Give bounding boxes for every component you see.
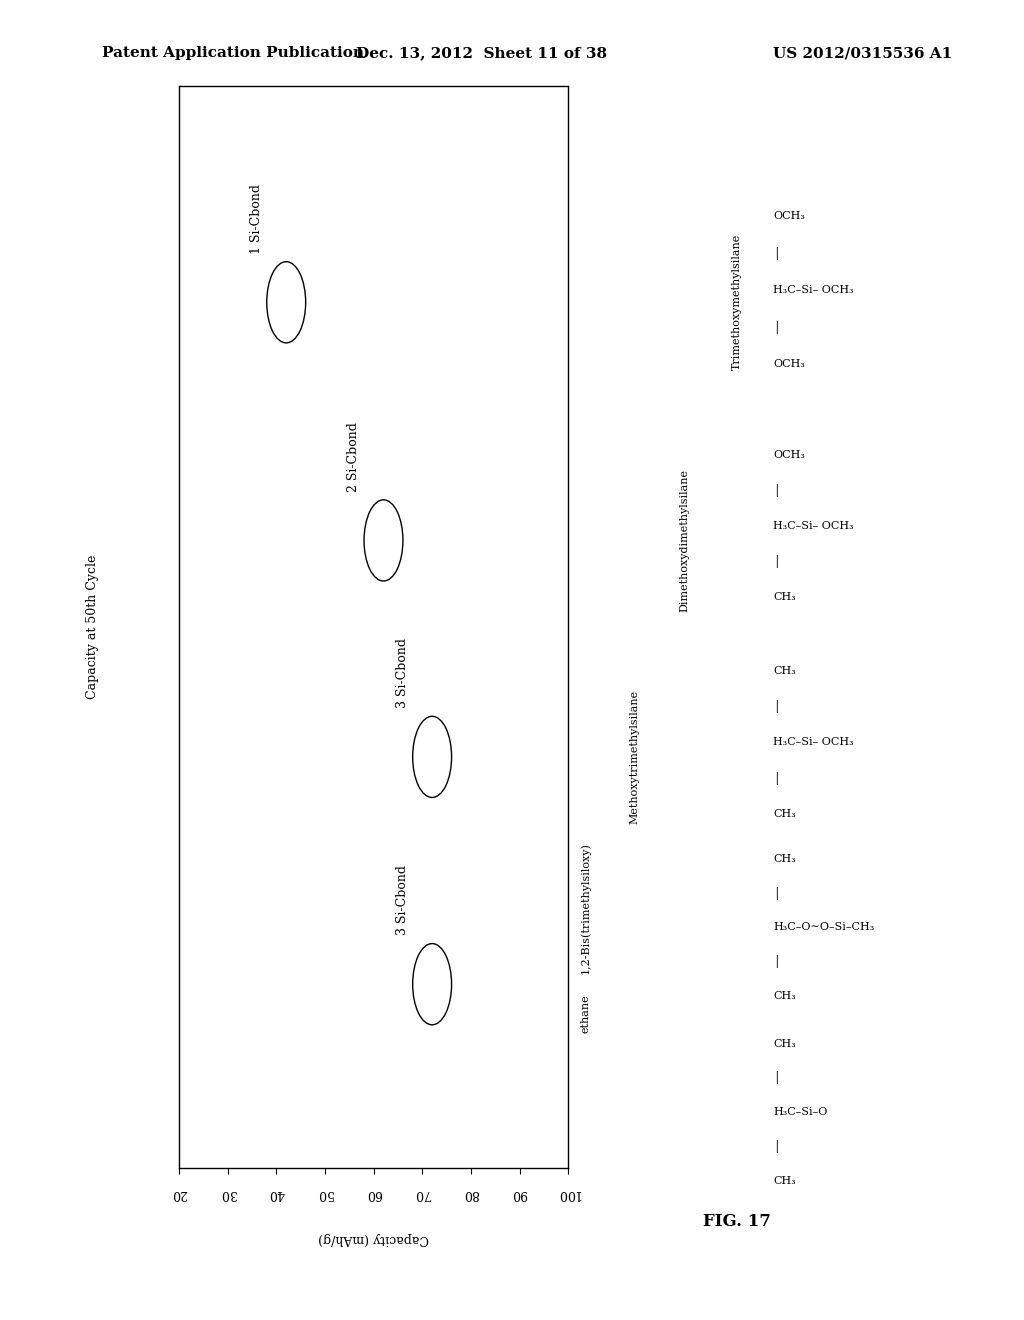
Text: 60: 60 xyxy=(366,1187,382,1200)
Text: H₃C–O∼O–Si–CH₃: H₃C–O∼O–Si–CH₃ xyxy=(773,923,874,932)
Text: Trimethoxymethylsilane: Trimethoxymethylsilane xyxy=(732,234,742,371)
Text: US 2012/0315536 A1: US 2012/0315536 A1 xyxy=(773,46,952,61)
Ellipse shape xyxy=(266,261,305,343)
Text: 3 Si-Cbond: 3 Si-Cbond xyxy=(396,866,409,936)
Text: OCH₃: OCH₃ xyxy=(773,211,805,222)
Text: 70: 70 xyxy=(415,1187,430,1200)
Text: │: │ xyxy=(773,321,780,334)
Text: CH₃: CH₃ xyxy=(773,991,796,1001)
Text: │: │ xyxy=(773,771,780,784)
Text: │: │ xyxy=(773,956,780,969)
Ellipse shape xyxy=(413,944,452,1024)
Text: CH₃: CH₃ xyxy=(773,809,796,818)
Text: CH₃: CH₃ xyxy=(773,854,796,863)
Text: 100: 100 xyxy=(556,1187,581,1200)
Text: 1,2-Bis(trimethylsiloxy): 1,2-Bis(trimethylsiloxy) xyxy=(581,842,591,974)
Text: H₃C–Si– OCH₃: H₃C–Si– OCH₃ xyxy=(773,738,854,747)
Text: 30: 30 xyxy=(220,1187,236,1200)
Text: CH₃: CH₃ xyxy=(773,1039,796,1048)
Text: Dec. 13, 2012  Sheet 11 of 38: Dec. 13, 2012 Sheet 11 of 38 xyxy=(355,46,607,61)
Text: Patent Application Publication: Patent Application Publication xyxy=(102,46,365,61)
Text: │: │ xyxy=(773,483,780,496)
Text: H₃C–Si– OCH₃: H₃C–Si– OCH₃ xyxy=(773,521,854,531)
Text: Capacity (mAh/g): Capacity (mAh/g) xyxy=(318,1232,429,1245)
Text: 3 Si-Cbond: 3 Si-Cbond xyxy=(396,638,409,708)
Text: H₃C–Si– OCH₃: H₃C–Si– OCH₃ xyxy=(773,285,854,296)
Text: CH₃: CH₃ xyxy=(773,667,796,676)
Text: │: │ xyxy=(773,887,780,900)
Text: │: │ xyxy=(773,247,780,260)
Text: ethane: ethane xyxy=(581,995,591,1034)
Text: CH₃: CH₃ xyxy=(773,593,796,602)
Text: 50: 50 xyxy=(317,1187,333,1200)
Text: │: │ xyxy=(773,700,780,713)
Text: Dimethoxydimethylsilane: Dimethoxydimethylsilane xyxy=(679,469,689,612)
Text: FIG. 17: FIG. 17 xyxy=(703,1213,771,1229)
Text: │: │ xyxy=(773,1072,780,1085)
Ellipse shape xyxy=(364,500,403,581)
Text: CH₃: CH₃ xyxy=(773,1176,796,1185)
Text: 2 Si-Cbond: 2 Si-Cbond xyxy=(347,422,360,492)
Text: Methoxytrimethylsilane: Methoxytrimethylsilane xyxy=(630,690,640,824)
Text: H₃C–Si–O: H₃C–Si–O xyxy=(773,1107,827,1117)
Text: 90: 90 xyxy=(512,1187,527,1200)
Text: 80: 80 xyxy=(463,1187,479,1200)
Text: Capacity at 50th Cycle: Capacity at 50th Cycle xyxy=(86,554,98,700)
Text: │: │ xyxy=(773,1140,780,1154)
Text: 1 Si-Cbond: 1 Si-Cbond xyxy=(250,183,263,253)
Ellipse shape xyxy=(413,717,452,797)
Text: │: │ xyxy=(773,554,780,568)
Text: 40: 40 xyxy=(268,1187,285,1200)
Text: OCH₃: OCH₃ xyxy=(773,450,805,459)
Text: OCH₃: OCH₃ xyxy=(773,359,805,370)
Text: 20: 20 xyxy=(171,1187,187,1200)
